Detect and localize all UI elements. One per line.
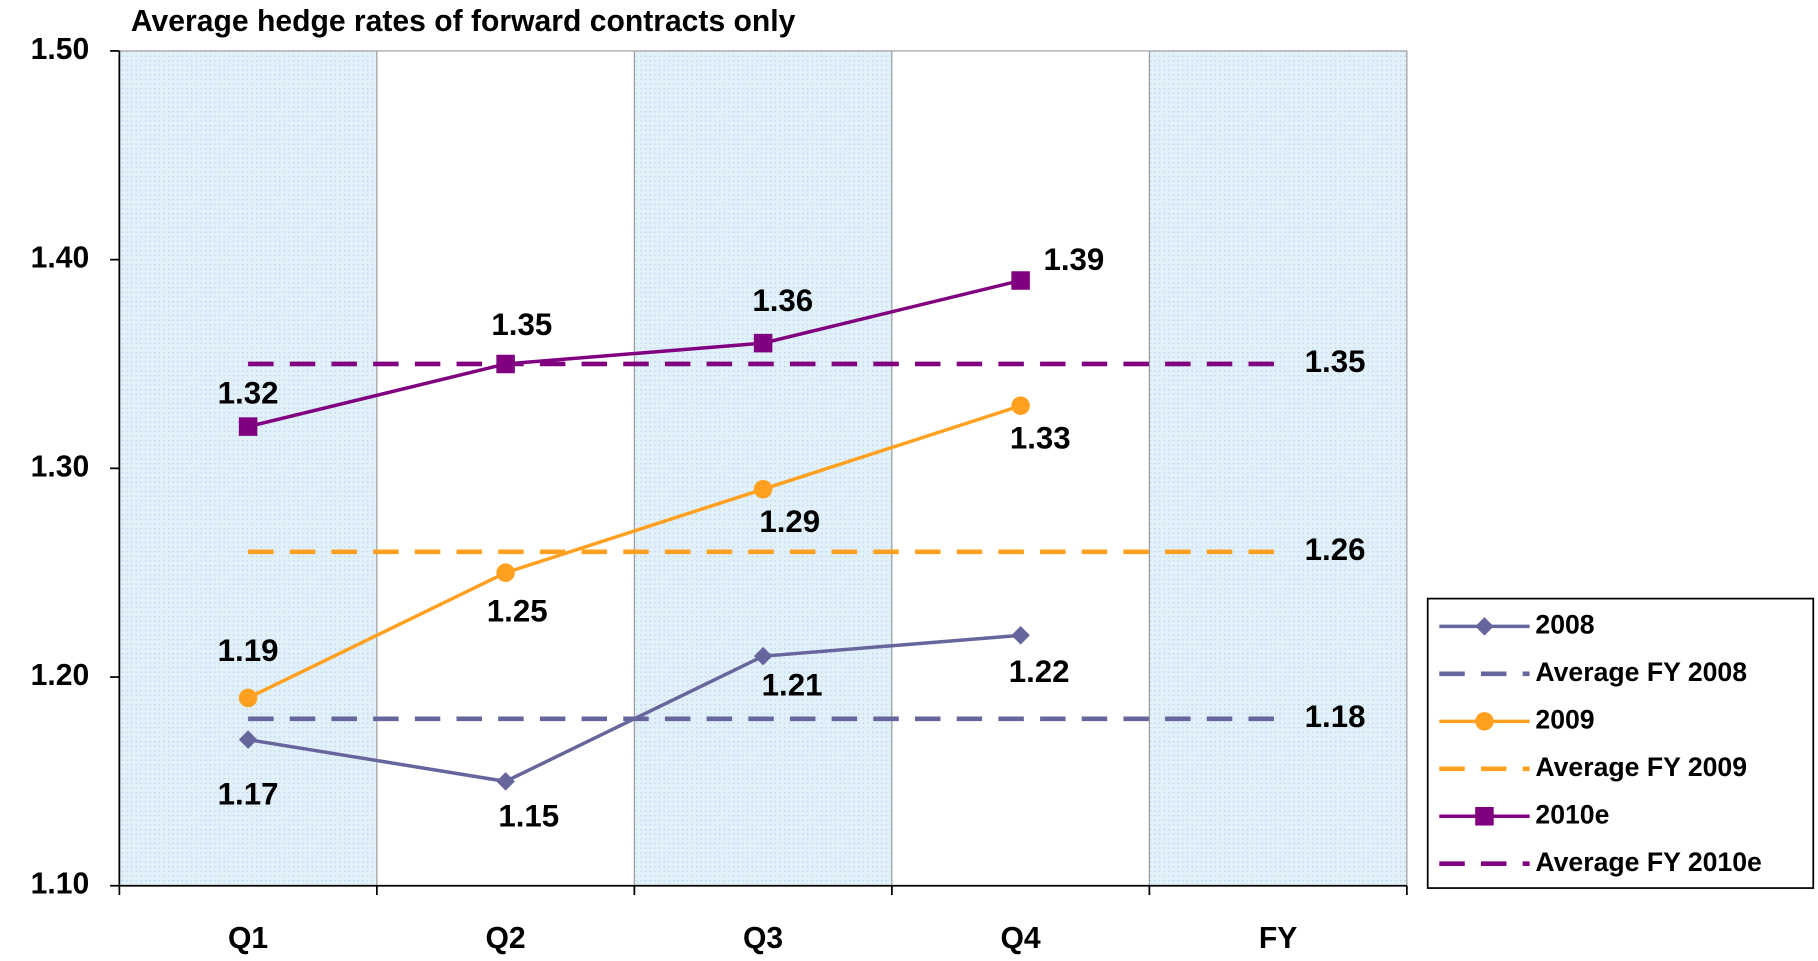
chart-title: Average hedge rates of forward contracts… xyxy=(131,5,796,38)
legend-label: Average FY 2008 xyxy=(1535,657,1747,687)
marker xyxy=(1475,617,1494,636)
legend-label: Average FY 2009 xyxy=(1535,752,1747,782)
marker xyxy=(1475,712,1494,731)
y-tick-label: 1.20 xyxy=(31,659,90,692)
y-tick-label: 1.40 xyxy=(31,242,90,275)
data-label: 1.32 xyxy=(218,376,279,411)
y-tick-label: 1.50 xyxy=(31,33,90,66)
data-label: 1.19 xyxy=(218,633,279,668)
data-label: 1.35 xyxy=(1305,344,1366,379)
marker xyxy=(496,563,515,582)
data-label: 1.22 xyxy=(1009,654,1070,689)
band xyxy=(634,50,892,886)
data-label: 1.18 xyxy=(1305,699,1366,734)
data-label: 1.21 xyxy=(762,668,823,703)
legend-label: 2010e xyxy=(1535,799,1609,829)
data-label: 1.29 xyxy=(759,504,820,539)
legend-label: 2008 xyxy=(1535,609,1594,639)
x-tick-label: FY xyxy=(1259,922,1297,955)
marker xyxy=(238,417,258,436)
x-tick-label: Q3 xyxy=(743,922,783,955)
legend-label: 2009 xyxy=(1535,704,1594,734)
marker xyxy=(1011,396,1030,415)
marker xyxy=(1475,807,1494,826)
y-tick-label: 1.10 xyxy=(31,868,90,901)
data-label: 1.26 xyxy=(1305,532,1366,567)
marker xyxy=(753,479,773,499)
legend-label: Average FY 2010e xyxy=(1535,847,1761,877)
marker xyxy=(238,688,258,708)
marker xyxy=(1011,271,1030,290)
bands xyxy=(119,50,1407,886)
data-label: 1.36 xyxy=(752,283,813,318)
y-tick-label: 1.30 xyxy=(31,450,90,483)
data-label: 1.39 xyxy=(1043,242,1104,277)
marker xyxy=(1011,626,1030,645)
marker xyxy=(753,646,773,666)
series-line xyxy=(247,278,1022,429)
legend-box xyxy=(1426,597,1815,889)
data-label: 1.25 xyxy=(487,593,548,628)
data-label: 1.15 xyxy=(498,799,559,834)
marker xyxy=(753,333,773,353)
series-line xyxy=(247,404,1022,700)
band xyxy=(1149,50,1407,886)
x-tick-label: Q2 xyxy=(486,922,526,955)
marker xyxy=(496,772,515,791)
x-tick-label: Q4 xyxy=(1001,922,1041,955)
data-label: 1.17 xyxy=(218,777,279,812)
band xyxy=(119,50,377,886)
x-tick-label: Q1 xyxy=(228,922,268,955)
data-label: 1.35 xyxy=(491,307,552,342)
data-label: 1.33 xyxy=(1010,421,1071,456)
